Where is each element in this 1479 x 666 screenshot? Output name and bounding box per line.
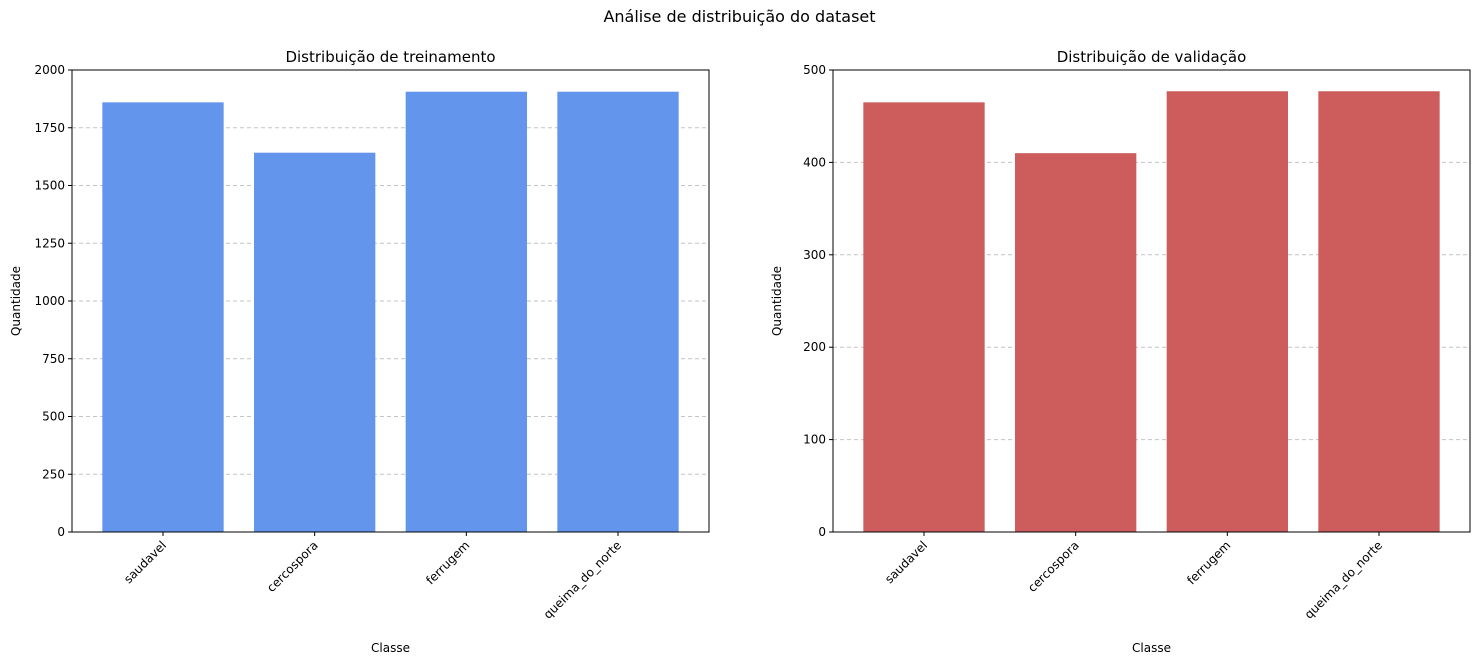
chart1-x-tick-label-saudavel: saudavel: [121, 538, 169, 586]
chart1-y-tick-label: 250: [42, 467, 65, 481]
chart2-bar-queima_do_norte: [1318, 91, 1440, 532]
chart2-x-axis-label: Classe: [1132, 641, 1171, 655]
chart2-x-tick-label-queima_do_norte: queima_do_norte: [1302, 538, 1385, 621]
chart2-bar-saudavel: [863, 102, 985, 532]
chart2-y-tick-label: 500: [803, 63, 826, 77]
chart1-x-tick-label-cercospora: cercospora: [264, 538, 321, 595]
chart1-x-tick-label-ferrugem: ferrugem: [423, 538, 472, 587]
chart2-bar-cercospora: [1015, 153, 1137, 532]
chart1-title: Distribuição de treinamento: [285, 48, 495, 66]
chart2-axes-frame: [832, 69, 1471, 533]
chart1-bar-cercospora: [254, 152, 376, 532]
chart2-bar-ferrugem: [1166, 91, 1288, 532]
chart1-y-tick-label: 750: [42, 352, 65, 366]
chart1-bar-ferrugem: [405, 91, 527, 533]
chart2-y-tick-label: 100: [803, 433, 826, 447]
chart1-x-axis-label: Classe: [371, 641, 410, 655]
chart1-y-tick-label: 1000: [34, 294, 65, 308]
chart1-y-tick-label: 1750: [34, 121, 65, 135]
chart1-bar-queima_do_norte: [557, 91, 679, 533]
chart1-y-axis-label: Quantidade: [9, 266, 23, 336]
chart2-y-tick-label: 400: [803, 155, 826, 169]
chart2-y-tick-label: 0: [818, 525, 826, 539]
chart1-y-tick-label: 500: [42, 410, 65, 424]
chart1-x-tick-label-queima_do_norte: queima_do_norte: [541, 538, 624, 621]
chart2-x-tick-label-ferrugem: ferrugem: [1184, 538, 1233, 587]
chart2-y-tick-label: 300: [803, 248, 826, 262]
chart1-y-tick-label: 1250: [34, 236, 65, 250]
chart2-x-tick-label-saudavel: saudavel: [882, 538, 930, 586]
chart2-x-tick-label-cercospora: cercospora: [1025, 538, 1082, 595]
chart2-y-axis-label: Quantidade: [770, 266, 784, 336]
chart1-y-tick-label: 0: [57, 525, 65, 539]
chart2-title: Distribuição de validação: [1057, 48, 1247, 66]
chart1-y-tick-label: 1500: [34, 179, 65, 193]
chart1-bar-saudavel: [102, 102, 224, 532]
figure-title: Análise de distribuição do dataset: [603, 7, 876, 26]
chart1-y-tick-label: 2000: [34, 63, 65, 77]
chart2-y-tick-label: 200: [803, 340, 826, 354]
